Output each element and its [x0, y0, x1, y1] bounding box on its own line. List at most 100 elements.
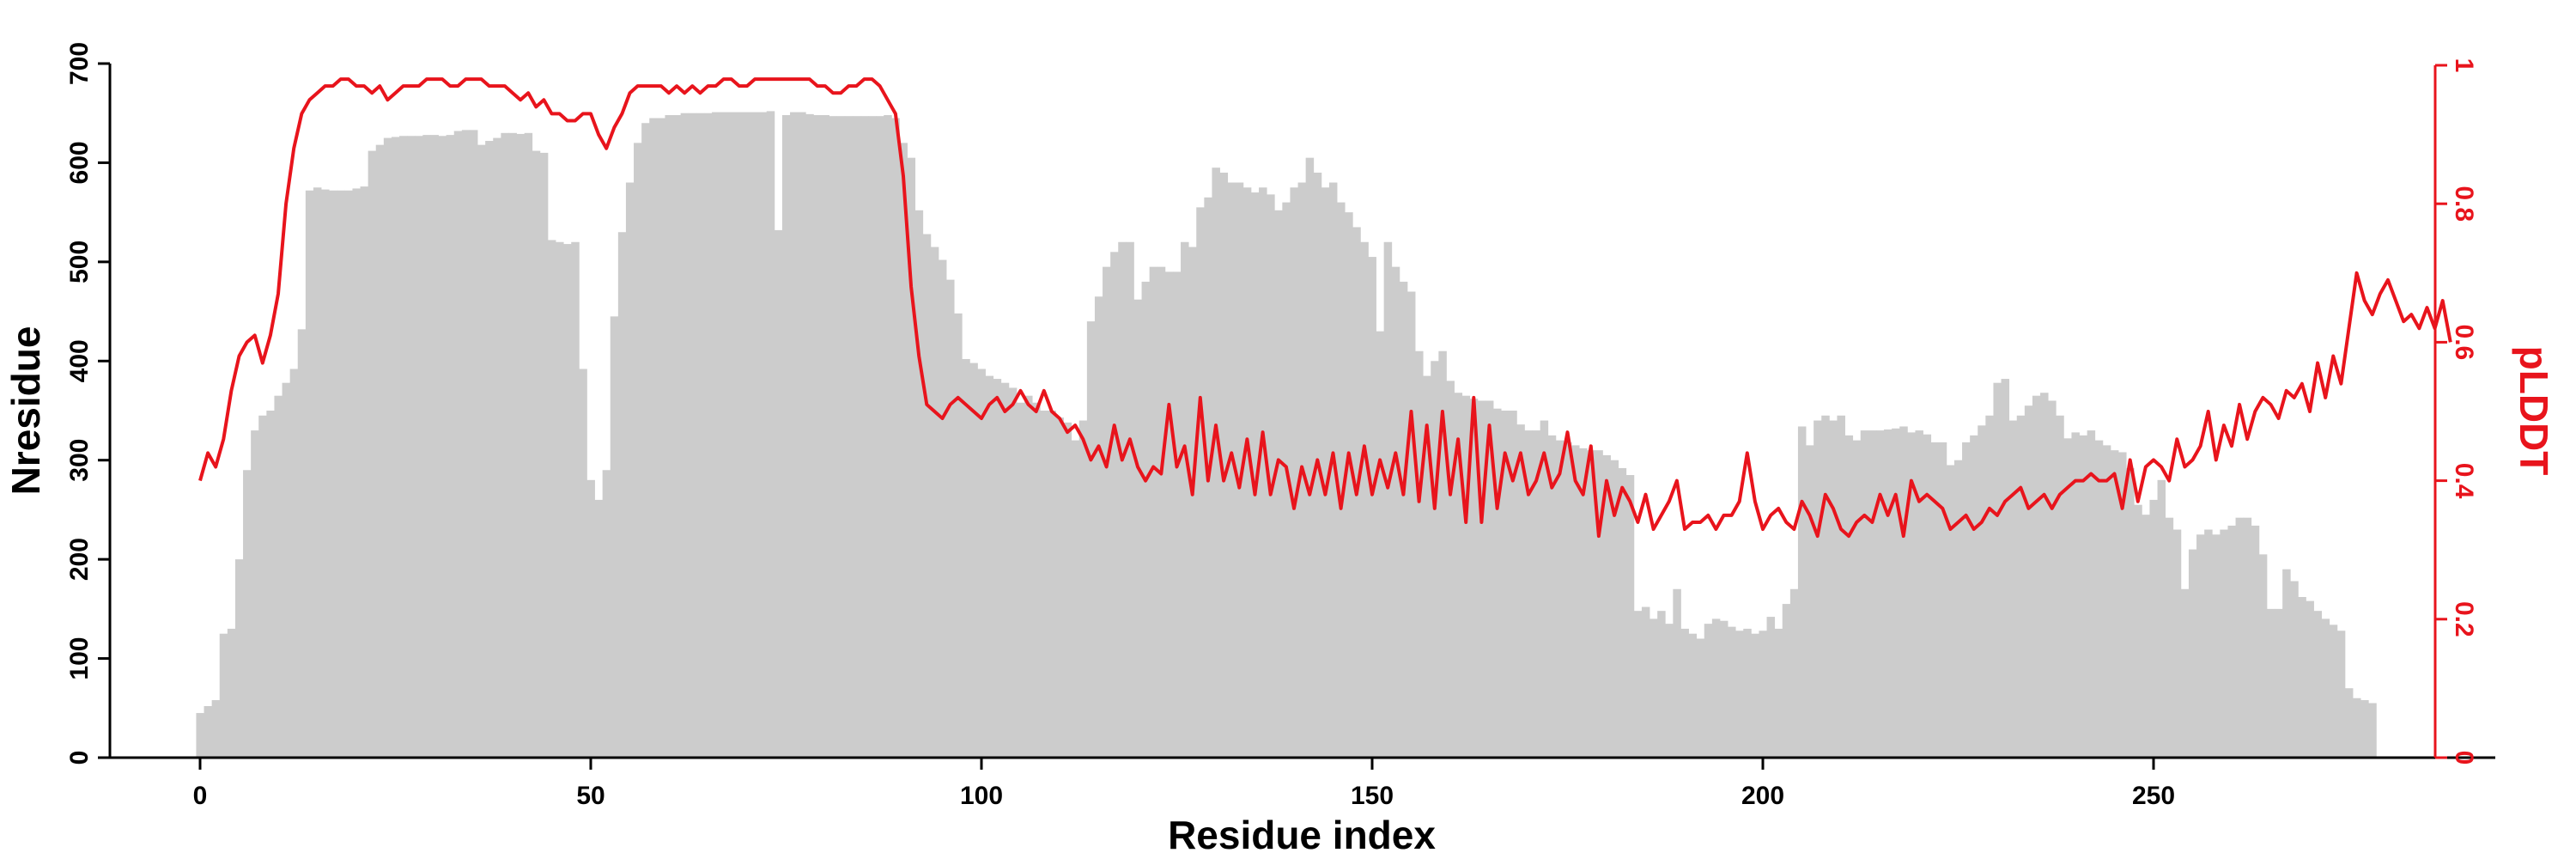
nresidue-bar	[2008, 420, 2018, 758]
nresidue-bar	[1962, 442, 1971, 758]
nresidue-bar	[954, 313, 963, 758]
nresidue-bar	[2290, 581, 2299, 758]
nresidue-bar	[1164, 271, 1174, 758]
nresidue-bar	[1915, 430, 1923, 758]
nresidue-bar	[383, 137, 392, 758]
nresidue-bar	[1953, 460, 1963, 758]
nresidue-bar	[907, 157, 916, 758]
nresidue-bar	[1633, 611, 1643, 758]
nresidue-bar	[1602, 454, 1611, 758]
nresidue-bar	[1641, 606, 1650, 758]
nresidue-bar	[1406, 291, 1416, 758]
nresidue-bar	[2016, 415, 2026, 758]
nresidue-bar	[2040, 393, 2049, 758]
nresidue-bar	[1673, 588, 1681, 758]
x-axis-ticks: 0 50 100 150 200 250	[193, 758, 2175, 810]
nresidue-bar	[2126, 467, 2135, 758]
nresidue-bar	[1048, 411, 1056, 758]
nresidue-bar	[508, 132, 517, 758]
nresidue-bar	[1587, 450, 1595, 758]
nresidue-bar	[1907, 432, 1916, 758]
nresidue-bar	[1579, 448, 1588, 758]
nresidue-bar	[969, 362, 978, 758]
nresidue-bar	[891, 118, 900, 758]
nresidue-bar	[1431, 361, 1439, 758]
nresidue-bar	[2149, 499, 2158, 758]
nresidue-bar	[1563, 442, 1572, 758]
nresidue-bar	[1328, 182, 1338, 758]
nresidue-bar	[2180, 588, 2190, 758]
nresidue-bar	[2204, 529, 2213, 758]
nresidue-bar	[1884, 429, 1893, 758]
nresidue-bar	[594, 499, 604, 758]
y2-tick-label: 0.2	[2450, 601, 2478, 637]
nresidue-bar	[2172, 529, 2182, 758]
nresidue-bars	[196, 111, 2377, 758]
nresidue-bar	[1337, 202, 1346, 758]
nresidue-bar	[1930, 442, 1940, 758]
nresidue-bar	[1766, 617, 1776, 758]
nresidue-bar	[1212, 168, 1220, 758]
nresidue-bar	[1875, 430, 1885, 758]
nresidue-bar	[922, 234, 932, 758]
nresidue-bar	[2243, 517, 2252, 758]
nresidue-bar	[1071, 440, 1080, 758]
nresidue-bar	[1868, 430, 1877, 758]
nresidue-bar	[2001, 379, 2010, 758]
nresidue-bar	[868, 116, 877, 758]
nresidue-bar	[2321, 618, 2330, 758]
nresidue-bar	[743, 112, 751, 758]
y-tick-label: 600	[65, 141, 94, 184]
nresidue-bar	[938, 259, 947, 758]
nresidue-bar	[446, 135, 455, 758]
nresidue-bar	[1055, 417, 1064, 758]
nresidue-bar	[375, 144, 385, 758]
nresidue-bar	[1751, 633, 1759, 758]
nresidue-bar	[1555, 440, 1564, 758]
plddt-line-layer	[198, 77, 2452, 539]
nresidue-bar	[962, 358, 970, 758]
nresidue-bar	[453, 131, 463, 758]
nresidue-bar	[1485, 400, 1494, 758]
nresidue-bar	[1446, 381, 1455, 758]
nresidue-bar	[829, 116, 838, 758]
nresidue-bar	[415, 136, 423, 758]
nresidue-bar	[2313, 611, 2323, 758]
nresidue-bar	[2056, 415, 2064, 758]
nresidue-bar	[477, 144, 486, 758]
nresidue-bar	[211, 700, 221, 758]
nresidue-bar	[1438, 350, 1447, 758]
nresidue-bar	[727, 112, 736, 758]
nresidue-bar	[1657, 611, 1666, 758]
nresidue-bar	[234, 559, 244, 758]
nresidue-bar	[798, 112, 806, 758]
nresidue-bar	[1016, 402, 1025, 758]
nresidue-bar	[1267, 194, 1275, 758]
nresidue-bar	[2188, 549, 2197, 758]
nresidue-bar	[1008, 387, 1018, 758]
nresidue-bar	[1571, 445, 1580, 758]
nresidue-bar	[305, 190, 314, 758]
nresidue-bar	[1219, 172, 1229, 758]
nresidue-bar	[2157, 479, 2166, 758]
nresidue-bar	[617, 232, 627, 758]
nresidue-bar	[204, 705, 213, 758]
nresidue-bar	[1032, 402, 1041, 758]
nresidue-bar	[1250, 192, 1260, 758]
nresidue-bar	[2235, 517, 2245, 758]
nresidue-bar	[1321, 187, 1330, 758]
nresidue-bar	[1063, 422, 1072, 758]
y2-axis-ticks: 0 0.2 0.4 0.6 0.8 1	[2435, 58, 2478, 765]
y-tick-label: 300	[65, 439, 94, 482]
y-tick-label: 200	[65, 538, 94, 581]
nresidue-bar	[1860, 430, 1869, 758]
nresidue-bar	[602, 470, 611, 758]
nresidue-bar	[1844, 435, 1854, 758]
nresidue-bar	[2275, 608, 2283, 758]
y-tick-label: 500	[65, 241, 94, 283]
nresidue-bar	[1728, 626, 1736, 758]
nresidue-bar	[1461, 395, 1471, 758]
nresidue-bar	[665, 115, 673, 758]
nresidue-bar	[251, 430, 259, 758]
x-tick-label: 0	[193, 782, 208, 810]
